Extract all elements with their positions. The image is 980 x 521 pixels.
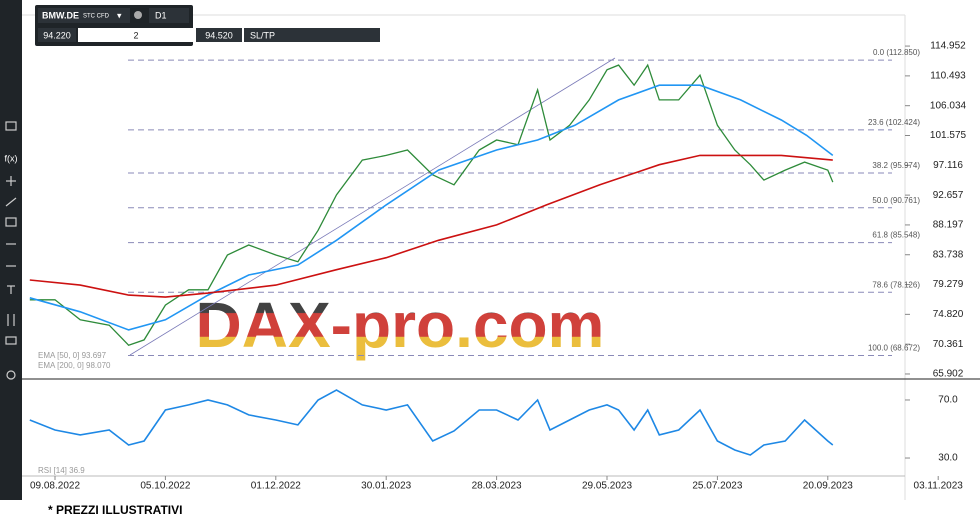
timeframe-select[interactable] xyxy=(149,8,189,23)
y-tick-label: 79.279 xyxy=(933,279,964,290)
dropdown: ▾ xyxy=(117,10,122,20)
y-tick-label: 74.820 xyxy=(933,309,964,320)
x-tick-label: 25.07.2023 xyxy=(692,481,742,492)
function-button[interactable]: f(x) xyxy=(5,153,18,163)
indicator-line xyxy=(29,84,834,331)
y-tick-label: 101.575 xyxy=(930,130,967,141)
y-tick-label: 97.116 xyxy=(933,160,963,171)
x-tick-label: 28.03.2023 xyxy=(472,481,522,492)
fib-label: 23.6 (102.424) xyxy=(868,118,920,127)
plot: 09.08.2022 05.10.2022 01.12.2022 30.01.2023… xyxy=(29,41,967,492)
trend-line xyxy=(129,57,616,356)
sell-button[interactable] xyxy=(38,28,76,42)
x-tick-label: 09.08.2022 xyxy=(30,481,80,492)
volume-box[interactable] xyxy=(78,28,193,42)
x-tick-label: 01.12.2022 xyxy=(251,481,301,492)
fib-label: 50.0 (90.761) xyxy=(872,196,920,205)
y-tick-label: 88.197 xyxy=(933,220,964,231)
y-tick-label: 114.952 xyxy=(930,41,966,52)
sidebar xyxy=(0,0,22,500)
watermark: DAX-pro.com xyxy=(196,289,605,361)
fib-label: 0.0 (112.850) xyxy=(873,48,920,57)
y-tick-label: 65.902 xyxy=(933,369,964,380)
x-tick-label: 29.05.2023 xyxy=(582,481,632,492)
y-tick-label: 83.738 xyxy=(933,249,964,260)
y-tick-label: 30.0 xyxy=(938,453,958,464)
timeframe: D1 xyxy=(155,10,167,20)
ask: 94.520 xyxy=(205,30,233,40)
indicator-line xyxy=(29,389,834,456)
y-tick-label: 70.0 xyxy=(938,395,958,406)
x-tick-label: 30.01.2023 xyxy=(361,481,411,492)
buy-button[interactable] xyxy=(196,28,242,42)
price-line xyxy=(29,63,834,346)
x-tick-label: 05.10.2022 xyxy=(140,481,190,492)
symbol: BMW.DE xyxy=(42,10,79,20)
legend-entry: EMA [50, 0] 93.697 xyxy=(38,351,107,360)
instrument-type: STC CFD xyxy=(83,14,110,20)
bid: 94.220 xyxy=(43,30,71,40)
footer-note: * PREZZI ILLUSTRATIVI xyxy=(48,503,182,517)
volume: 2 xyxy=(133,30,138,40)
sidebar-icons xyxy=(5,121,17,380)
sltp-button[interactable]: SL/TP xyxy=(250,30,275,40)
symbol-select[interactable] xyxy=(38,8,130,23)
legend-entry: EMA [200, 0] 98.070 xyxy=(38,361,111,370)
fib-label: 38.2 (95.974) xyxy=(872,161,920,170)
legend-entry: RSI [14] 36.9 xyxy=(38,466,85,475)
y-tick-label: 70.361 xyxy=(933,339,964,350)
x-tick-label: 03.11.2023 xyxy=(914,481,964,492)
fib-label: 61.8 (85.548) xyxy=(872,231,920,240)
fib-label: 78.6 (78.126) xyxy=(872,280,920,289)
tool-row xyxy=(244,28,380,42)
y-tick-label: 92.657 xyxy=(933,190,964,201)
y-tick-label: 110.493 xyxy=(930,71,966,82)
x-tick-label: 20.09.2023 xyxy=(803,481,853,492)
y-tick-label: 106.034 xyxy=(930,100,967,111)
fib-label: 100.0 (68.672) xyxy=(868,344,920,353)
indicator-line xyxy=(29,154,833,298)
info-icon[interactable] xyxy=(134,11,142,19)
